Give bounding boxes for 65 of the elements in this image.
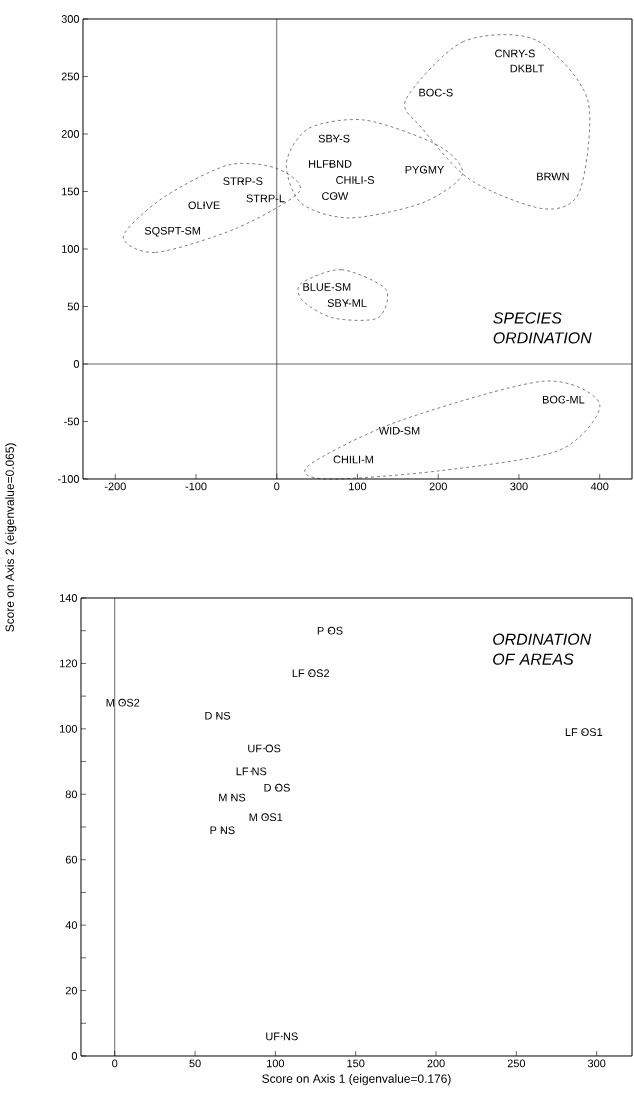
data-label: PYGMY	[405, 165, 445, 174]
data-label: DKBLT	[510, 64, 545, 73]
x-tick-label: 150	[347, 1059, 365, 1068]
x-tick-label: 250	[507, 1059, 526, 1068]
data-label: M NS	[219, 793, 246, 802]
x-tick-label: 50	[189, 1059, 201, 1068]
data-label: BOC-S	[419, 88, 453, 97]
data-label: WID-SM	[378, 426, 420, 435]
data-label: M OS1	[249, 813, 283, 822]
y-tick-label: 100	[60, 724, 78, 733]
y-tick-label: -100	[58, 475, 80, 483]
data-label: UF NS	[266, 1032, 298, 1041]
y-axis-title: Score on Axis 2 (eigenvalue=0.065)	[5, 443, 17, 632]
data-label: HLFBND	[309, 160, 352, 168]
x-axis-title: Score on Axis 1 (eigenvalue=0.176)	[262, 1074, 451, 1086]
y-tick-label: 20	[65, 986, 78, 995]
x-tick-label: -200	[104, 482, 126, 491]
data-label: D NS	[205, 711, 231, 720]
y-tick-label: 100	[62, 245, 80, 253]
x-tick-label: 100	[349, 482, 367, 491]
data-label: CHILI-S	[336, 176, 375, 184]
y-tick-label: 0	[71, 1052, 78, 1060]
y-tick-label: 120	[60, 659, 78, 668]
x-tick-label: -100	[185, 482, 207, 491]
y-tick-label: 60	[65, 855, 78, 864]
data-label: LF OS1	[565, 728, 603, 736]
annotation: ORDINATION OF AREAS	[493, 633, 592, 665]
y-tick-label: 200	[61, 130, 80, 138]
x-tick-label: 200	[427, 1059, 445, 1068]
data-label: BRWN	[537, 172, 569, 181]
data-label: M OS2	[106, 698, 140, 707]
y-tick-label: -50	[64, 417, 80, 426]
y-tick-label: 0	[73, 360, 80, 368]
data-label: UF OS	[248, 744, 281, 753]
x-tick-label: 100	[267, 1059, 285, 1068]
x-tick-label: 0	[274, 482, 280, 491]
data-label: P OS	[317, 626, 343, 635]
x-tick-label: 300	[510, 482, 528, 491]
x-tick-label: 400	[590, 482, 609, 491]
y-tick-label: 140	[60, 594, 78, 602]
x-tick-label: 200	[429, 482, 447, 491]
y-tick-label: 40	[65, 921, 78, 930]
data-label: D OS	[264, 783, 290, 792]
y-tick-label: 150	[62, 187, 80, 196]
y-tick-label: 300	[61, 15, 80, 23]
annotation: SPECIES ORDINATION	[493, 312, 592, 344]
data-label: CNRY-S	[495, 49, 535, 58]
data-label: LF OS2	[292, 669, 330, 678]
y-tick-label: 50	[67, 302, 80, 311]
data-label: CHILI-M	[333, 455, 373, 464]
data-label: STRP-L	[246, 194, 285, 203]
x-tick-label: 300	[587, 1059, 606, 1068]
y-tick-label: 80	[65, 790, 78, 799]
data-label: SBY-S	[318, 134, 350, 143]
y-tick-label: 250	[61, 72, 80, 81]
data-label: P NS	[210, 826, 235, 835]
x-tick-label: 0	[112, 1059, 118, 1068]
data-label: SQSPT-SM	[144, 226, 201, 237]
data-label: BLUE-SM	[303, 283, 351, 291]
data-label: COW	[322, 192, 349, 200]
data-label: SBY-ML	[327, 299, 367, 307]
data-label: BOC-ML	[542, 395, 585, 404]
data-label: STRP-S	[223, 177, 263, 186]
data-label: OLIVE	[188, 201, 220, 210]
data-label: LF NS	[236, 767, 267, 776]
